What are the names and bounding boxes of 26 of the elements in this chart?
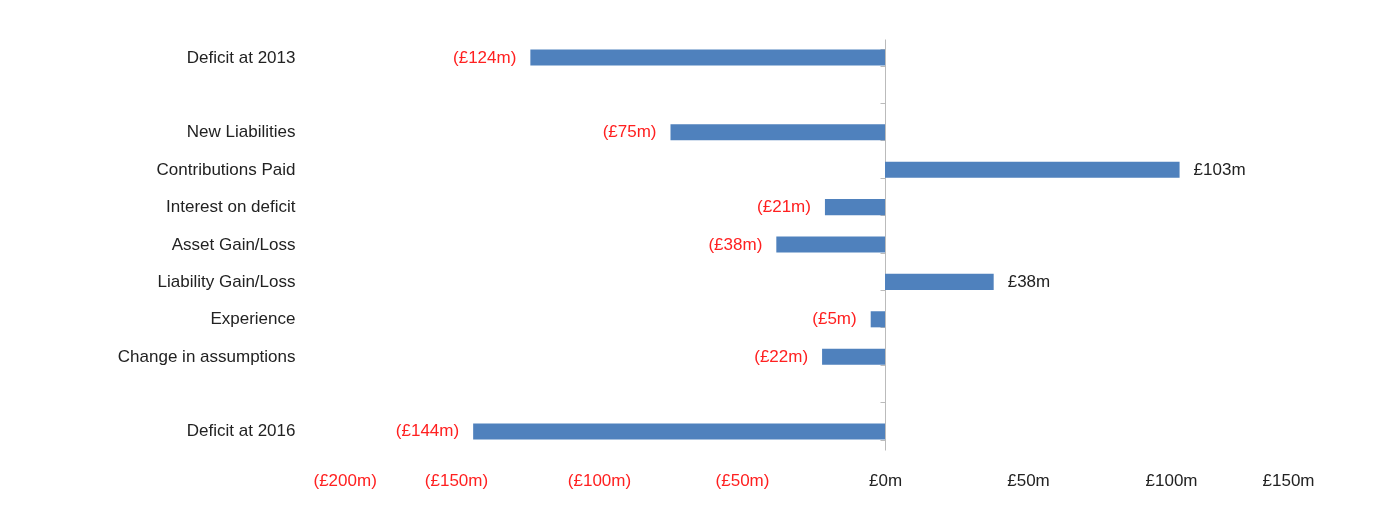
x-tick-label: (£50m) <box>715 470 770 490</box>
data-label: (£124m) <box>453 47 517 67</box>
x-tick-label: (£150m) <box>424 470 489 490</box>
x-tick-label: £0m <box>868 470 903 490</box>
x-tick-label: £150m <box>1262 470 1315 490</box>
x-tick-label: (£200m) <box>313 470 377 490</box>
y-tick-label: Contributions Paid <box>156 159 296 179</box>
data-label: £38m <box>1007 271 1051 291</box>
x-tick-label: £100m <box>1145 470 1198 490</box>
x-tick-label: £50m <box>1007 470 1050 490</box>
y-tick-label: Change in assumptions <box>117 346 296 366</box>
y-tick-label: Liability Gain/Loss <box>157 271 296 291</box>
y-tick-label: Asset Gain/Loss <box>171 234 296 254</box>
data-label: (£22m) <box>754 346 809 366</box>
data-label: (£75m) <box>602 122 657 142</box>
data-label: (£21m) <box>757 197 811 217</box>
data-label: £103m <box>1193 159 1246 179</box>
data-label: (£5m) <box>812 309 857 329</box>
x-tick-label: (£100m) <box>567 470 632 490</box>
y-tick-label: Experience <box>210 309 296 329</box>
y-tick-label: New Liabilities <box>186 122 296 142</box>
y-tick-label: Deficit at 2016 <box>186 421 296 441</box>
y-tick-label: Deficit at 2013 <box>186 47 296 67</box>
data-label: (£144m) <box>395 421 460 441</box>
data-label: (£38m) <box>708 234 763 254</box>
y-tick-label: Interest on deficit <box>166 197 296 217</box>
